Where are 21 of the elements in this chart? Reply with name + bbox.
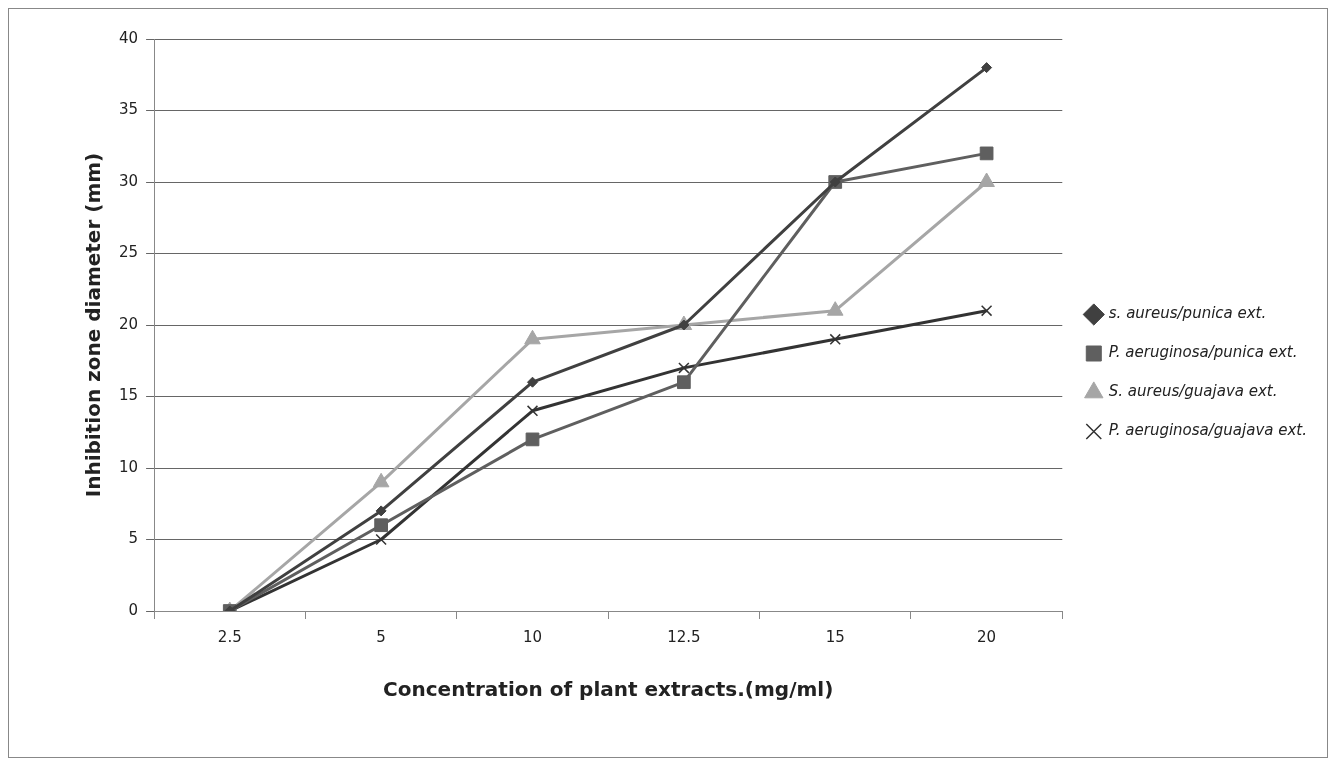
x-tick-label: 12.5	[667, 627, 701, 646]
y-tick-label: 0	[128, 600, 139, 619]
legend-label: P. aeruginosa/punica ext.	[1108, 343, 1298, 362]
x-tick-label: 2.5	[217, 627, 242, 646]
legend-label: P. aeruginosa/guajava ext.	[1108, 421, 1307, 440]
y-tick-label: 25	[118, 243, 139, 262]
legend-label: S. aureus/guajava ext.	[1108, 382, 1278, 401]
y-tick-label: 15	[118, 386, 139, 405]
y-tick-label: 5	[128, 529, 139, 548]
x-axis-title: Concentration of plant extracts.(mg/ml)	[383, 677, 834, 702]
x-tick-label: 5	[376, 627, 386, 646]
x-tick-label: 10	[522, 627, 543, 646]
y-tick-label: 40	[118, 28, 139, 47]
y-tick-label: 35	[118, 100, 139, 119]
y-tick-label: 10	[118, 457, 139, 476]
legend-label: s. aureus/punica ext.	[1108, 304, 1267, 323]
x-tick-label: 20	[977, 627, 997, 646]
x-tick-label: 15	[825, 627, 845, 646]
y-tick-label: 20	[118, 314, 139, 333]
y-axis-title: Inhibition zone diameter (mm)	[81, 152, 106, 498]
y-tick-label: 30	[118, 171, 139, 190]
